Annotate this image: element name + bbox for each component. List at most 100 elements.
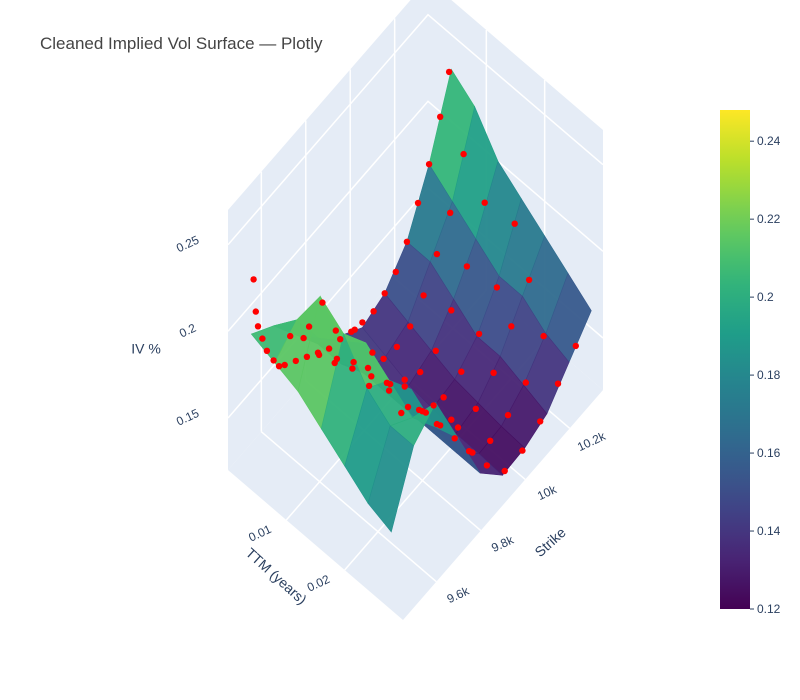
market-point (252, 308, 259, 315)
market-point (287, 332, 294, 340)
grid-line-iv (227, 13, 604, 246)
market-point (493, 284, 501, 291)
market-point (319, 299, 326, 306)
surface-patch (367, 425, 414, 533)
market-point (332, 327, 339, 334)
market-point (525, 276, 533, 284)
market-point (511, 220, 518, 227)
colorbar-tick-label: 0.24 (757, 134, 781, 148)
market-point (381, 290, 388, 297)
market-point (392, 268, 399, 276)
market-point (475, 330, 483, 338)
market-point (522, 379, 529, 386)
market-point (393, 343, 401, 351)
colorbar-tick-label: 0.22 (757, 212, 781, 226)
market-point (433, 250, 441, 258)
market-point (365, 382, 373, 390)
market-point (519, 447, 526, 454)
iv-tick-label: 0.2 (177, 321, 198, 341)
strike-axis-title: Strike (531, 524, 568, 560)
market-point (465, 448, 473, 455)
market-point (447, 209, 454, 216)
strike-tick-label: 10.2k (575, 429, 608, 455)
market-point (403, 238, 411, 245)
market-point (460, 150, 467, 158)
market-point (415, 406, 423, 414)
market-point (472, 405, 479, 412)
colorbar-scale (720, 110, 750, 609)
colorbar-tick-label: 0.12 (757, 602, 781, 616)
market-point (259, 335, 266, 342)
vol-surface (250, 68, 592, 533)
market-point (281, 361, 288, 369)
grid-line-strike-floor (260, 431, 437, 583)
market-point (448, 416, 455, 423)
market-point (370, 308, 377, 315)
iv-tick-label: 0.15 (174, 406, 201, 429)
iv-tick-label: 0.25 (174, 233, 201, 256)
market-point (540, 332, 547, 340)
market-point (292, 357, 299, 365)
market-point (270, 357, 277, 364)
market-point (487, 437, 494, 444)
colorbar-tick-label: 0.2 (757, 290, 774, 304)
market-point (380, 355, 387, 362)
market-point (401, 383, 408, 390)
market-point (425, 161, 433, 168)
market-point (349, 365, 356, 372)
market-point (300, 334, 307, 342)
iv-axis-title: IV % (131, 341, 161, 357)
market-point (433, 420, 441, 428)
market-point (368, 373, 375, 380)
market-point (508, 323, 515, 330)
market-point (414, 199, 422, 207)
market-point (250, 276, 257, 283)
colorbar: 0.12 0.14 0.16 0.18 0.2 0.22 0.24 (720, 110, 781, 616)
market-point (303, 353, 311, 360)
grid-line-iv (227, 100, 604, 332)
market-point (483, 462, 491, 469)
market-point (350, 358, 357, 366)
market-point (437, 113, 444, 121)
colorbar-tick-label: 0.18 (757, 368, 781, 382)
strike-tick-label: 9.8k (489, 532, 516, 555)
market-point (454, 424, 462, 431)
market-point (501, 467, 508, 475)
market-point (458, 368, 465, 375)
market-point (490, 369, 497, 376)
market-point (305, 323, 313, 330)
market-point (481, 199, 488, 206)
market-point (385, 387, 393, 394)
market-point (432, 347, 439, 354)
market-point (369, 349, 376, 356)
market-point (359, 319, 366, 326)
market-point (383, 379, 391, 386)
market-points (250, 68, 579, 475)
market-point (364, 364, 372, 372)
market-point (333, 355, 341, 362)
ttm-tick-label: 0.02 (305, 572, 332, 595)
market-point (351, 326, 358, 333)
colorbar-tick-label: 0.14 (757, 524, 781, 538)
market-point (463, 263, 471, 270)
market-point (572, 342, 579, 350)
strike-tick-label: 9.6k (445, 583, 472, 606)
market-point (263, 347, 271, 354)
market-point (440, 394, 447, 401)
market-point (404, 403, 412, 411)
market-point (407, 323, 414, 330)
colorbar-tick-label: 0.16 (757, 446, 781, 460)
market-point (401, 376, 408, 383)
strike-tick-label: 10k (535, 482, 559, 503)
market-point (537, 418, 544, 425)
market-point (325, 345, 333, 352)
market-point (337, 336, 344, 343)
ttm-axis-title: TTM (years) (243, 545, 310, 608)
market-point (554, 380, 562, 387)
market-point (430, 402, 437, 409)
chart-title: Cleaned Implied Vol Surface — Plotly (40, 34, 323, 53)
market-point (417, 368, 424, 376)
market-point (275, 363, 283, 370)
ttm-tick-label: 0.01 (246, 522, 273, 545)
